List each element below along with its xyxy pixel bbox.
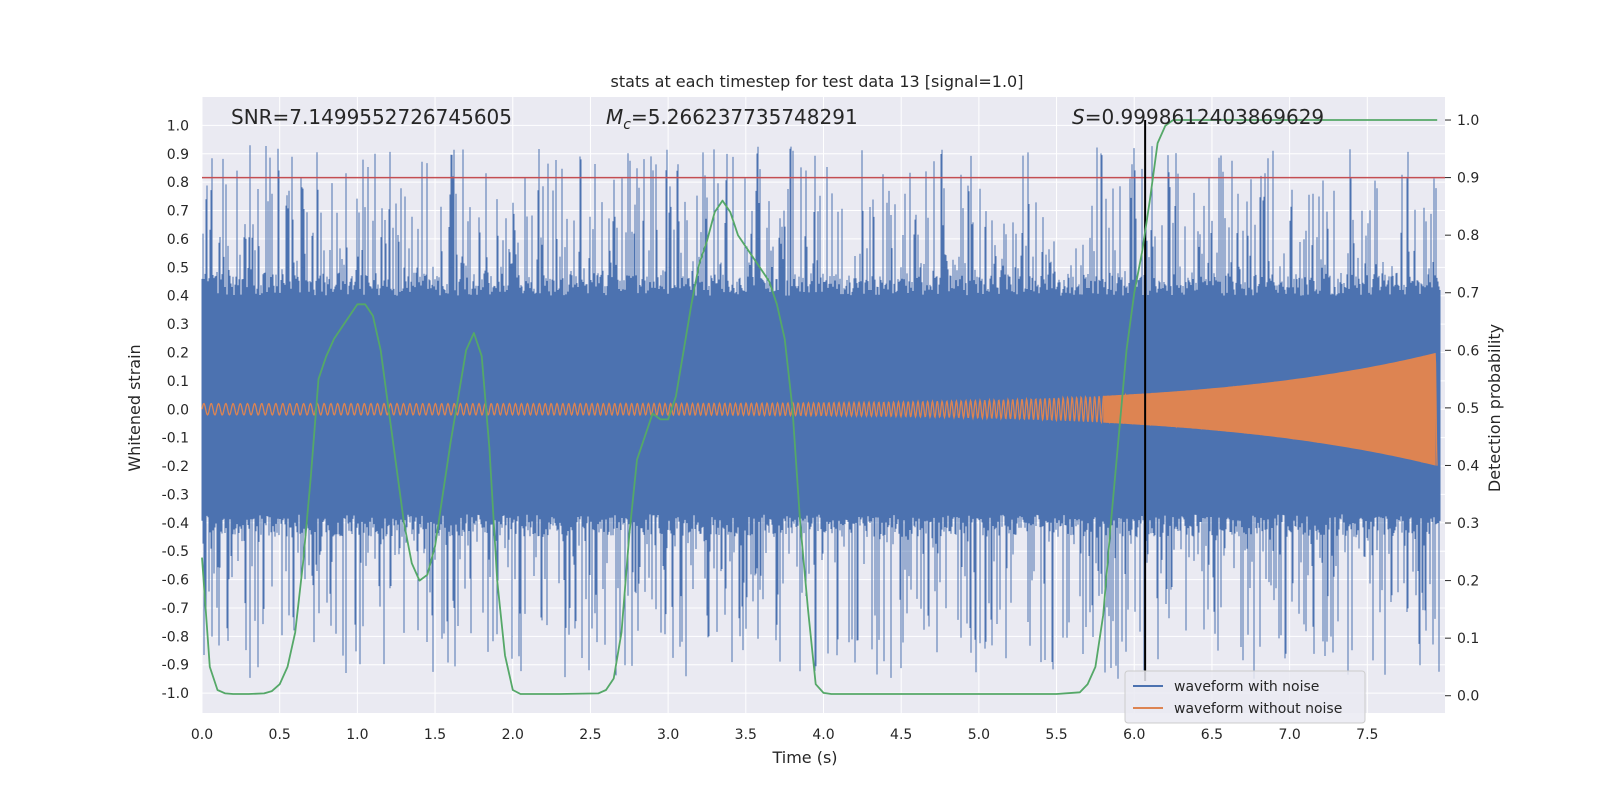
clean-waveform-series xyxy=(201,352,1438,466)
y2-tick-label: 0.0 xyxy=(1457,689,1479,705)
y-tick-label: -0.5 xyxy=(162,544,189,560)
y-tick-label: 0.6 xyxy=(167,232,189,248)
x-tick-label: 6.0 xyxy=(1123,727,1145,743)
axes: 0.0 0.5 1.0 1.5 2.0 2.5 3.0 3.5 4.0 4.5 5.0 5.5 6.0 6… xyxy=(162,113,1480,743)
chirp-mass-subscript: c xyxy=(623,117,631,133)
x-tick-label: 1.0 xyxy=(346,727,368,743)
clean-waveform-envelope xyxy=(1103,352,1436,466)
y2-tick-label: 0.2 xyxy=(1457,574,1479,590)
x-tick-label: 0.5 xyxy=(269,727,291,743)
chirp-mass-symbol: M xyxy=(606,105,623,129)
x-tick-label: 2.0 xyxy=(502,727,524,743)
y-tick-label: 0.9 xyxy=(167,147,189,163)
chart-title: stats at each timestep for test data 13 … xyxy=(611,72,1024,91)
x-tick-label: 4.5 xyxy=(890,727,912,743)
score-value: =0.9998612403869629 xyxy=(1085,105,1324,129)
y2-tick-label: 0.1 xyxy=(1457,631,1479,647)
y-axis-label: Whitened strain xyxy=(125,344,144,471)
y2-tick-label: 0.9 xyxy=(1457,171,1479,187)
y2-tick-label: 0.3 xyxy=(1457,516,1479,532)
y-tick-label: -1.0 xyxy=(162,686,189,702)
y-tick-label: -0.1 xyxy=(162,431,189,447)
detection-probability-series xyxy=(201,119,1438,695)
y2-tick-label: 0.6 xyxy=(1457,343,1479,359)
y2-tick-label: 0.8 xyxy=(1457,228,1479,244)
x-tick-label: 2.5 xyxy=(579,727,601,743)
y-tick-label: 0.1 xyxy=(167,374,189,390)
y2-tick-label: 0.4 xyxy=(1457,458,1479,474)
chirp-mass-value: =5.266237735748291 xyxy=(631,105,858,129)
y-tick-label: 1.0 xyxy=(167,118,189,134)
snr-annotation: SNR=7.1499552726745605 xyxy=(231,105,512,129)
x-tick-label: 3.5 xyxy=(735,727,757,743)
x-tick-label: 6.5 xyxy=(1201,727,1223,743)
legend: waveform with noise waveform without noi… xyxy=(1124,670,1366,724)
y-tick-label: 0.3 xyxy=(167,317,189,333)
y-tick-label: -0.8 xyxy=(162,629,189,645)
y-tick-label: 0.5 xyxy=(167,260,189,276)
chirp-mass-annotation: Mc=5.266237735748291 xyxy=(606,105,858,133)
x-tick-label: 7.0 xyxy=(1278,727,1300,743)
x-tick-label: 4.0 xyxy=(812,727,834,743)
x-tick-label: 5.0 xyxy=(968,727,990,743)
y-tick-label: -0.6 xyxy=(162,573,189,589)
x-tick-label: 3.0 xyxy=(657,727,679,743)
y-tick-label: -0.3 xyxy=(162,487,189,503)
y-tick-label: 0.7 xyxy=(167,204,189,220)
y-tick-label: 0.4 xyxy=(167,289,189,305)
score-symbol: S xyxy=(1072,105,1085,129)
legend-label-noisy: waveform with noise xyxy=(1174,679,1319,695)
y-tick-label: 0.0 xyxy=(167,402,189,418)
y2-axis-label: Detection probability xyxy=(1485,324,1504,492)
score-annotation: S=0.9998612403869629 xyxy=(1072,105,1324,129)
x-tick-label: 1.5 xyxy=(424,727,446,743)
reference-lines xyxy=(202,120,1445,681)
y2-tick-label: 0.7 xyxy=(1457,286,1479,302)
legend-frame xyxy=(1124,670,1366,724)
x-tick-label: 0.0 xyxy=(191,727,213,743)
y-tick-label: -0.2 xyxy=(162,459,189,475)
x-tick-label: 5.5 xyxy=(1045,727,1067,743)
detection-probability-line xyxy=(201,119,1438,695)
y-tick-label: 0.2 xyxy=(167,345,189,361)
y2-tick-label: 0.5 xyxy=(1457,401,1479,417)
y-tick-label: -0.9 xyxy=(162,658,189,674)
y-tick-label: -0.7 xyxy=(162,601,189,617)
y-tick-label: 0.8 xyxy=(167,175,189,191)
x-axis-label: Time (s) xyxy=(771,748,837,767)
x-tick-label: 7.5 xyxy=(1356,727,1378,743)
y2-tick-label: 1.0 xyxy=(1457,113,1479,129)
legend-label-clean: waveform without noise xyxy=(1174,701,1342,717)
y-tick-label: -0.4 xyxy=(162,516,189,532)
